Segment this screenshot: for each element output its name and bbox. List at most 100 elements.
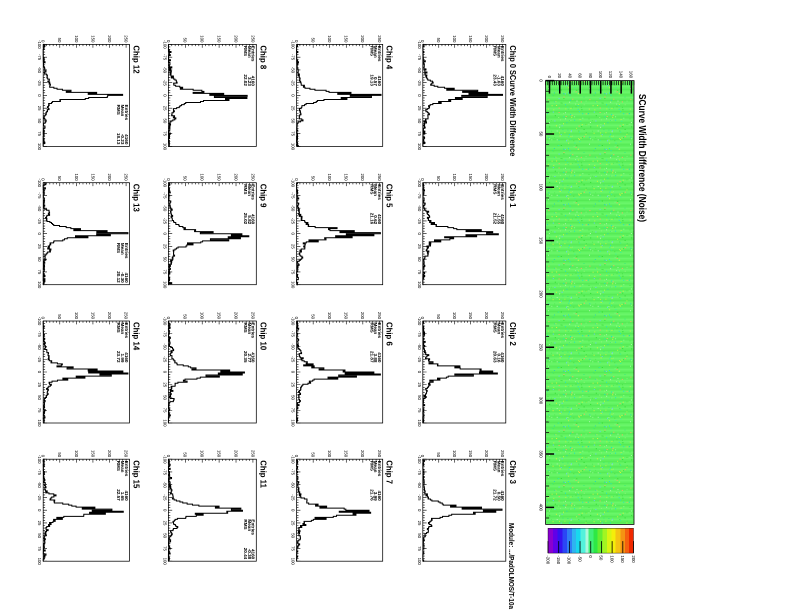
svg-text:-100: -100 xyxy=(162,178,167,187)
svg-text:250: 250 xyxy=(377,35,382,43)
svg-text:25: 25 xyxy=(417,521,422,526)
svg-text:RMS: RMS xyxy=(243,184,248,194)
svg-text:150: 150 xyxy=(468,312,473,320)
svg-text:-100: -100 xyxy=(162,455,167,464)
svg-text:25.02: 25.02 xyxy=(243,213,248,225)
svg-text:Module: .../PadOLMOS/T-10a: Module: .../PadOLMOS/T-10a xyxy=(507,523,514,609)
svg-text:250: 250 xyxy=(500,312,505,320)
svg-text:-1.63: -1.63 xyxy=(496,75,501,86)
svg-text:-150: -150 xyxy=(556,555,561,564)
svg-text:-75: -75 xyxy=(162,331,167,338)
svg-text:50: 50 xyxy=(183,176,188,181)
svg-text:0: 0 xyxy=(417,371,422,374)
svg-text:50: 50 xyxy=(183,38,188,43)
svg-text:200: 200 xyxy=(484,174,489,182)
svg-text:150: 150 xyxy=(620,555,625,563)
svg-text:50: 50 xyxy=(162,533,167,538)
svg-text:25: 25 xyxy=(37,244,42,249)
svg-text:20: 20 xyxy=(557,73,562,78)
svg-text:-100: -100 xyxy=(291,40,296,49)
svg-text:150: 150 xyxy=(468,174,473,182)
svg-text:50: 50 xyxy=(417,119,422,124)
svg-text:100: 100 xyxy=(74,312,79,320)
svg-text:-75: -75 xyxy=(162,54,167,61)
svg-text:Chip 11: Chip 11 xyxy=(258,460,267,488)
svg-text:Entries: Entries xyxy=(251,519,256,535)
svg-text:-50: -50 xyxy=(37,482,42,489)
svg-text:100: 100 xyxy=(452,174,457,182)
svg-text:100: 100 xyxy=(200,312,205,320)
svg-text:100: 100 xyxy=(291,558,296,566)
svg-text:-75: -75 xyxy=(162,469,167,476)
svg-text:0: 0 xyxy=(37,509,42,512)
svg-text:Chip 10: Chip 10 xyxy=(258,322,267,351)
svg-text:22.57: 22.57 xyxy=(116,489,121,501)
svg-text:-100: -100 xyxy=(417,40,422,49)
svg-text:Chip 7: Chip 7 xyxy=(385,460,394,484)
svg-text:100: 100 xyxy=(538,184,543,192)
svg-text:100: 100 xyxy=(417,143,422,151)
svg-text:-75: -75 xyxy=(417,54,422,61)
svg-text:250: 250 xyxy=(124,35,129,43)
svg-text:100: 100 xyxy=(200,35,205,43)
svg-text:75: 75 xyxy=(291,270,296,275)
svg-text:-75: -75 xyxy=(417,469,422,476)
svg-text:200: 200 xyxy=(233,450,238,458)
svg-text:-25: -25 xyxy=(37,218,42,225)
svg-text:Mean: Mean xyxy=(373,323,378,335)
svg-text:200: 200 xyxy=(360,312,365,320)
svg-text:-0.38: -0.38 xyxy=(247,549,252,560)
svg-text:-100: -100 xyxy=(567,555,572,564)
svg-text:50: 50 xyxy=(436,176,441,181)
svg-text:50: 50 xyxy=(183,452,188,457)
svg-text:-50: -50 xyxy=(417,482,422,489)
svg-text:100: 100 xyxy=(162,281,167,289)
svg-text:75: 75 xyxy=(291,131,296,136)
svg-text:-100: -100 xyxy=(162,40,167,49)
svg-text:Chip 15: Chip 15 xyxy=(131,460,140,489)
svg-text:250: 250 xyxy=(377,450,382,458)
svg-text:75: 75 xyxy=(291,546,296,551)
svg-text:75: 75 xyxy=(37,270,42,275)
svg-text:0: 0 xyxy=(166,455,171,458)
svg-text:100: 100 xyxy=(417,281,422,289)
svg-text:25: 25 xyxy=(291,382,296,387)
svg-text:RMS: RMS xyxy=(369,323,374,333)
svg-text:-50: -50 xyxy=(577,555,582,562)
svg-text:20.12: 20.12 xyxy=(116,271,121,283)
svg-text:100: 100 xyxy=(327,174,332,182)
svg-text:250: 250 xyxy=(538,344,543,352)
svg-text:0: 0 xyxy=(37,233,42,236)
svg-text:-50: -50 xyxy=(162,67,167,74)
svg-text:75: 75 xyxy=(417,270,422,275)
svg-text:Entries: Entries xyxy=(124,243,129,259)
svg-text:100: 100 xyxy=(417,419,422,427)
svg-text:0: 0 xyxy=(37,94,42,97)
svg-text:RMS: RMS xyxy=(116,105,121,115)
svg-text:RMS: RMS xyxy=(243,519,248,529)
svg-text:Entries: Entries xyxy=(251,323,256,339)
svg-text:150: 150 xyxy=(217,450,222,458)
svg-text:-50: -50 xyxy=(162,343,167,350)
svg-text:0: 0 xyxy=(291,371,296,374)
svg-text:SCurve Width Difference (Noise: SCurve Width Difference (Noise) xyxy=(636,94,647,222)
svg-text:-50: -50 xyxy=(37,67,42,74)
svg-text:-75: -75 xyxy=(37,331,42,338)
svg-text:100: 100 xyxy=(609,555,614,563)
svg-text:-25: -25 xyxy=(37,356,42,363)
svg-text:50: 50 xyxy=(436,38,441,43)
svg-text:150: 150 xyxy=(90,450,95,458)
svg-text:25: 25 xyxy=(37,106,42,111)
svg-text:Entries: Entries xyxy=(124,323,129,339)
svg-text:150: 150 xyxy=(217,35,222,43)
svg-text:150: 150 xyxy=(217,174,222,182)
svg-text:100: 100 xyxy=(327,312,332,320)
svg-text:4160: 4160 xyxy=(251,352,256,363)
svg-text:200: 200 xyxy=(107,312,112,320)
svg-text:200: 200 xyxy=(107,174,112,182)
svg-text:100: 100 xyxy=(452,450,457,458)
svg-text:22.02: 22.02 xyxy=(243,74,248,86)
svg-text:Mean: Mean xyxy=(373,184,378,196)
svg-text:150: 150 xyxy=(538,237,543,245)
svg-text:3.23: 3.23 xyxy=(247,77,252,86)
